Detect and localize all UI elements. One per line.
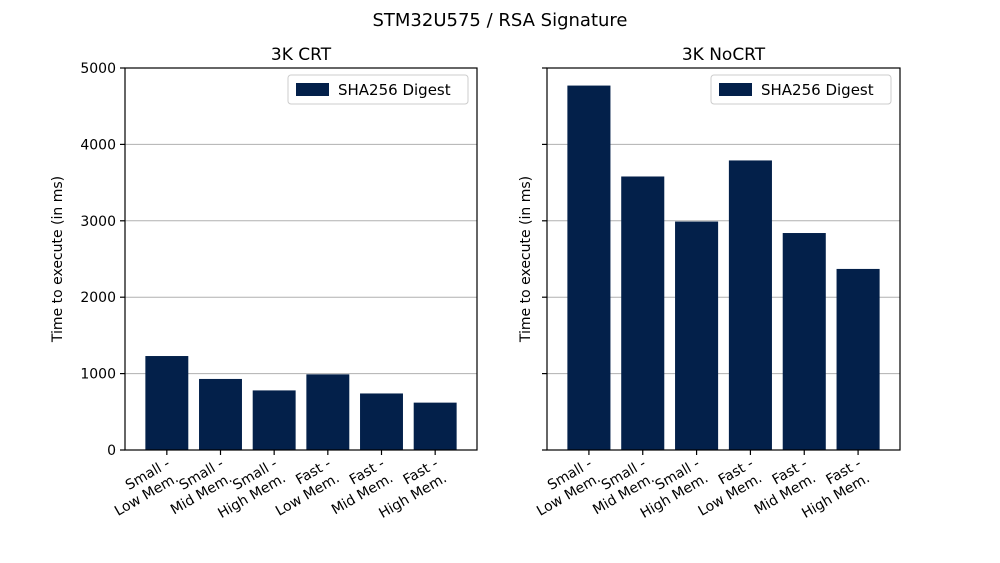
bar-4 — [728, 160, 772, 450]
x-tick-label: Small -Low Mem. — [526, 456, 604, 520]
bar-6 — [413, 402, 457, 450]
chart-panel-nocrt: Small -Low Mem.Small -Mid Mem.Small -Hig… — [518, 45, 901, 522]
bar-5 — [360, 393, 403, 450]
bar-2 — [199, 378, 242, 450]
legend-swatch — [719, 83, 752, 96]
panel-title: 3K CRT — [271, 45, 332, 65]
bar-3 — [675, 221, 719, 450]
bar-1 — [145, 356, 189, 450]
y-tick-label: 3000 — [80, 214, 116, 230]
legend-box — [287, 74, 469, 105]
figure-suptitle: STM32U575 / RSA Signature — [372, 10, 627, 31]
y-axis-label: Time to execute (in ms) — [518, 176, 534, 343]
y-tick-label: 0 — [107, 443, 116, 459]
axes-frame — [124, 67, 478, 451]
legend-swatch — [296, 83, 329, 96]
legend-label: SHA256 Digest — [761, 81, 874, 99]
axes-frame — [546, 67, 901, 451]
panel-title: 3K NoCRT — [682, 45, 766, 65]
bar-1 — [567, 85, 611, 451]
y-tick-label: 1000 — [80, 367, 116, 383]
bar-4 — [306, 374, 350, 450]
bar-2 — [621, 176, 665, 450]
legend-label: SHA256 Digest — [338, 81, 451, 99]
y-tick-label: 4000 — [80, 137, 116, 153]
bar-6 — [836, 268, 880, 450]
x-tick-label: Small -Low Mem. — [104, 456, 182, 520]
y-axis-label: Time to execute (in ms) — [50, 176, 66, 343]
bar-3 — [252, 390, 296, 450]
y-tick-label: 2000 — [80, 290, 116, 306]
y-tick-label: 5000 — [80, 61, 116, 77]
bar-5 — [782, 233, 826, 450]
legend-box — [710, 74, 892, 105]
